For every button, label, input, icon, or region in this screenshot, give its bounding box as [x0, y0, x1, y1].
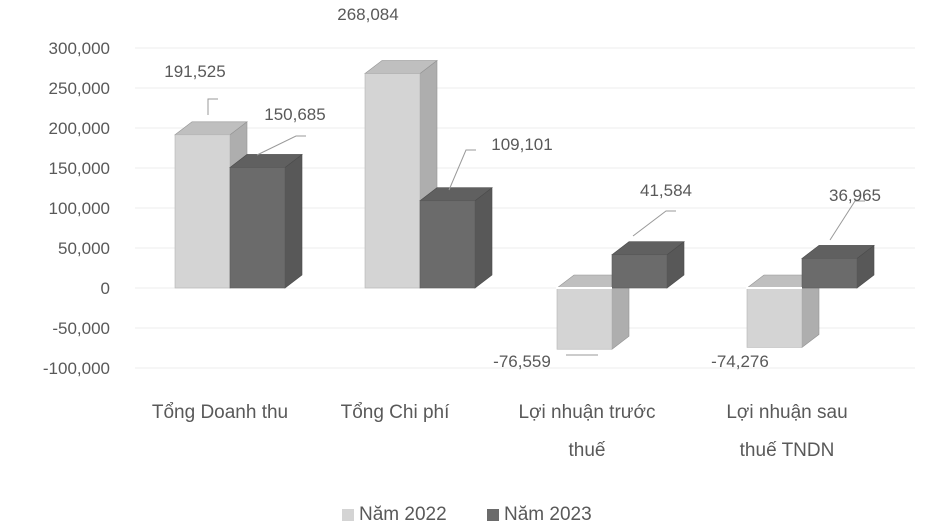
legend: Năm 2022 Năm 2023	[342, 504, 592, 525]
bar	[801, 244, 875, 289]
bar-front	[611, 254, 668, 289]
category-label-line: Tổng Doanh thu	[152, 402, 288, 423]
y-tick-label: -50,000	[52, 319, 110, 338]
bar-front	[556, 287, 613, 350]
leader-line	[632, 210, 676, 237]
leader-line	[448, 149, 476, 191]
legend-label: Năm 2022	[359, 504, 447, 525]
bar-front	[746, 287, 803, 348]
bar	[611, 241, 685, 289]
y-tick-label: 300,000	[49, 39, 110, 58]
category-label: Tổng Chi phí	[341, 402, 451, 423]
y-tick-label: 100,000	[49, 199, 110, 218]
category-label-line: Tổng Chi phí	[341, 402, 451, 423]
data-label: -76,559	[493, 352, 551, 371]
data-label: -74,276	[711, 352, 769, 371]
y-axis: -100,000 -50,000 0 50,000 100,000 150,000 200,…	[43, 39, 110, 378]
leader-line	[829, 200, 865, 241]
category-label: Tổng Doanh thu	[152, 402, 288, 423]
bar-front	[801, 258, 858, 289]
y-tick-label: 50,000	[58, 239, 110, 258]
legend-swatch	[342, 509, 354, 521]
data-label: 150,685	[264, 105, 325, 124]
bar-front	[419, 200, 476, 289]
bar-side	[284, 153, 303, 289]
bar-front	[229, 167, 286, 289]
data-label: 109,101	[491, 135, 552, 154]
bar	[419, 187, 493, 289]
legend-swatch	[487, 509, 499, 521]
category-label-line: Lợi nhuận trước	[519, 402, 656, 423]
data-label: 191,525	[164, 62, 225, 81]
data-label: 41,584	[640, 181, 692, 200]
data-label: 268,084	[337, 5, 398, 24]
x-axis: Tổng Doanh thu Tổng Chi phí Lợi nhuận trướ…	[152, 402, 848, 461]
y-tick-label: 150,000	[49, 159, 110, 178]
leader-line	[207, 98, 218, 115]
bars	[174, 59, 875, 350]
bar-front	[174, 134, 231, 289]
y-tick-label: 0	[101, 279, 110, 298]
bar	[229, 153, 303, 289]
category-label: Lợi nhuận sau thuế TNDN	[726, 402, 847, 461]
y-tick-label: 250,000	[49, 79, 110, 98]
category-label-line: thuế TNDN	[740, 440, 835, 461]
y-tick-label: 200,000	[49, 119, 110, 138]
data-labels: 191,525 268,084 -76,559 -74,276 150,685 109,1…	[164, 5, 881, 371]
category-label-line: Lợi nhuận sau	[726, 402, 847, 423]
legend-label: Năm 2023	[504, 504, 592, 525]
category-label: Lợi nhuận trước thuế	[519, 402, 656, 461]
category-label-line: thuế	[569, 440, 606, 461]
bar-front	[364, 73, 421, 289]
y-tick-label: -100,000	[43, 359, 110, 378]
bar-side	[474, 187, 493, 289]
leader-line	[256, 135, 306, 156]
data-label: 36,965	[829, 186, 881, 205]
